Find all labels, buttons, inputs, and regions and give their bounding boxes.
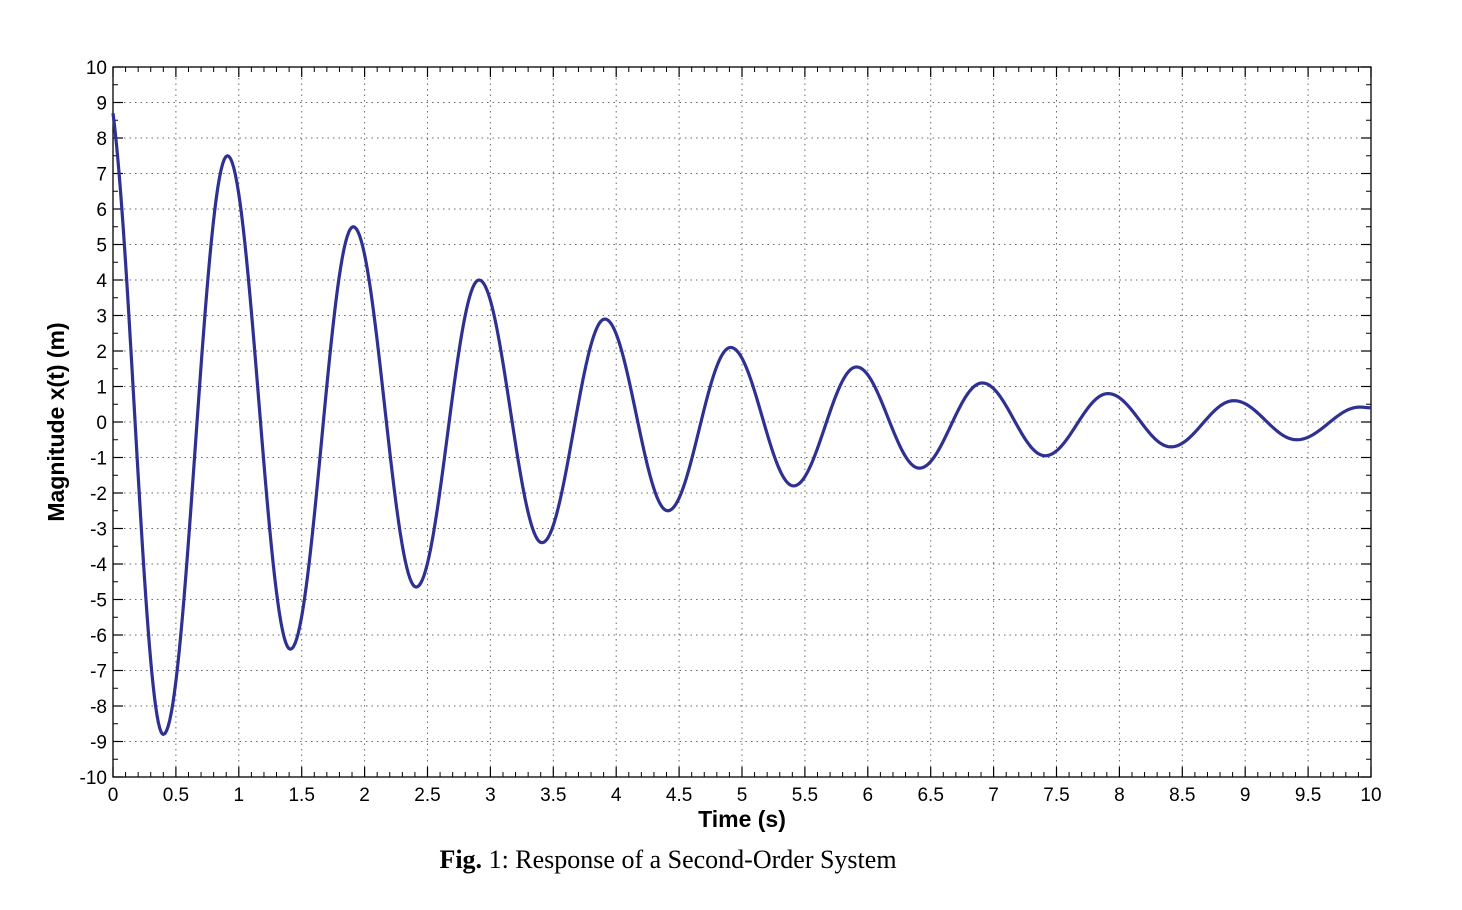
x-tick-label: 8 [1114,785,1125,806]
y-axis-label: Magnitude x(t) (m) [43,322,69,521]
x-tick-label: 10 [1360,785,1381,806]
x-tick-label: 6 [863,785,874,806]
caption-text: 1: Response of a Second-Order System [482,845,897,874]
y-tick-label: 9 [96,94,107,115]
y-tick-label: -4 [90,555,107,576]
y-tick-label: -10 [80,768,107,789]
x-tick-label: 9.5 [1295,785,1321,806]
x-tick-label: 5 [737,785,748,806]
figure-caption: Fig. 1: Response of a Second-Order Syste… [0,845,1336,875]
series-line [111,112,1373,736]
x-tick-label: 3.5 [540,785,566,806]
y-tick-label: -6 [90,626,107,647]
y-tick-label: -7 [90,662,107,683]
x-axis-label: Time (s) [698,806,786,832]
x-tick-label: 2.5 [414,785,440,806]
y-tick-label: 1 [96,378,107,399]
x-tick-label: 5.5 [792,785,818,806]
y-tick-label: 8 [96,129,107,150]
x-tick-label: 9 [1240,785,1251,806]
x-tick-label: 1.5 [288,785,314,806]
y-tick-label: 7 [96,165,107,186]
x-tick-label: 4 [611,785,622,806]
y-tick-label: -1 [90,449,107,470]
x-tick-label: 0 [108,785,119,806]
x-tick-label: 7 [988,785,999,806]
grid [113,67,1371,777]
y-tick-label: -8 [90,697,107,718]
y-tick-label: 0 [96,413,107,434]
caption-label: Fig. [439,845,483,874]
x-tick-label: 1 [234,785,245,806]
x-tick-label: 8.5 [1169,785,1195,806]
x-tick-label: 6.5 [917,785,943,806]
x-tick-labels: 0 0.5 1 1.5 2 2.5 3 3.5 4 4.5 5 5.5 6 6.5 7 7.5 8 8.5 9 9.5… [108,785,1382,806]
y-tick-label: -5 [90,591,107,612]
x-tick-label: 4.5 [666,785,692,806]
x-tick-label: 3 [485,785,496,806]
y-tick-label: 2 [96,342,107,363]
plot-frame [112,66,1372,778]
y-tick-label: -3 [90,520,107,541]
x-tick-label: 0.5 [163,785,189,806]
y-tick-label: 10 [86,58,107,79]
y-tick-label: -2 [90,484,107,505]
y-tick-label: 3 [96,307,107,328]
y-tick-label: 4 [96,271,107,292]
x-tick-label: 2 [359,785,370,806]
x-tick-label: 7.5 [1043,785,1069,806]
minor-ticks [112,66,1372,778]
y-tick-label: 6 [96,200,107,221]
y-tick-label: 5 [96,236,107,257]
y-tick-label: -9 [90,733,107,754]
